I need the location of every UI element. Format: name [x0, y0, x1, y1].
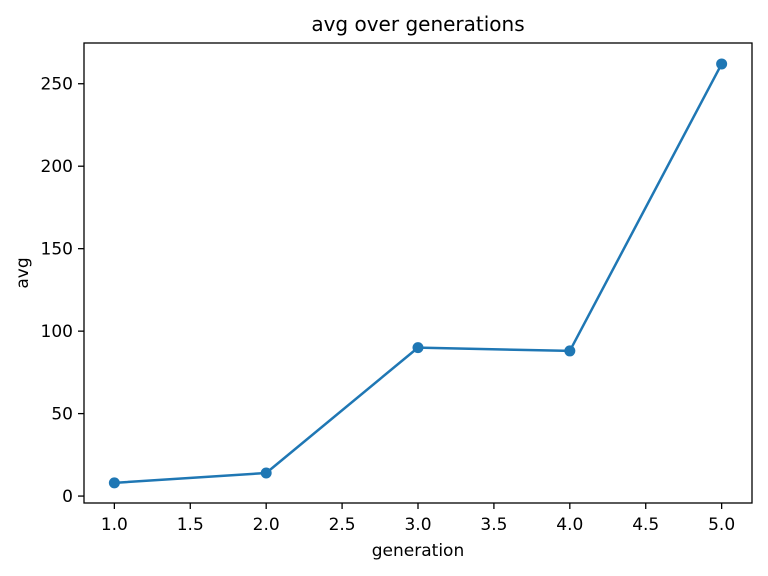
- y-tick-label: 100: [41, 322, 73, 342]
- y-axis-label: avg: [13, 257, 33, 288]
- y-tick-label: 250: [41, 75, 73, 95]
- data-point: [564, 345, 576, 357]
- x-tick-label: 2.5: [329, 515, 356, 535]
- x-tick-label: 4.5: [632, 515, 659, 535]
- data-point: [716, 58, 728, 70]
- data-point: [260, 467, 272, 479]
- x-tick-label: 1.5: [177, 515, 204, 535]
- y-tick-label: 50: [51, 405, 73, 425]
- data-line: [113, 62, 723, 485]
- plot-area: [83, 42, 753, 504]
- data-point: [412, 342, 424, 354]
- x-tick-label: 5.0: [708, 515, 735, 535]
- x-tick-label: 3.5: [480, 515, 507, 535]
- data-point: [108, 477, 120, 489]
- plot-layer: 1.0 1.5 2.0 2.5 3.0 3.5 4.0 4.5 5.0 0 50 100 150 200 2…: [41, 42, 753, 535]
- x-tick-label: 2.0: [253, 515, 280, 535]
- y-tick-label: 0: [62, 487, 73, 507]
- y-tick-label: 150: [41, 240, 73, 260]
- x-axis-label: generation: [372, 541, 464, 561]
- y-tick-label: 200: [41, 157, 73, 177]
- x-tick-label: 4.0: [556, 515, 583, 535]
- chart-title: avg over generations: [311, 12, 524, 36]
- x-tick-label: 3.0: [404, 515, 431, 535]
- x-tick-label: 1.0: [101, 515, 128, 535]
